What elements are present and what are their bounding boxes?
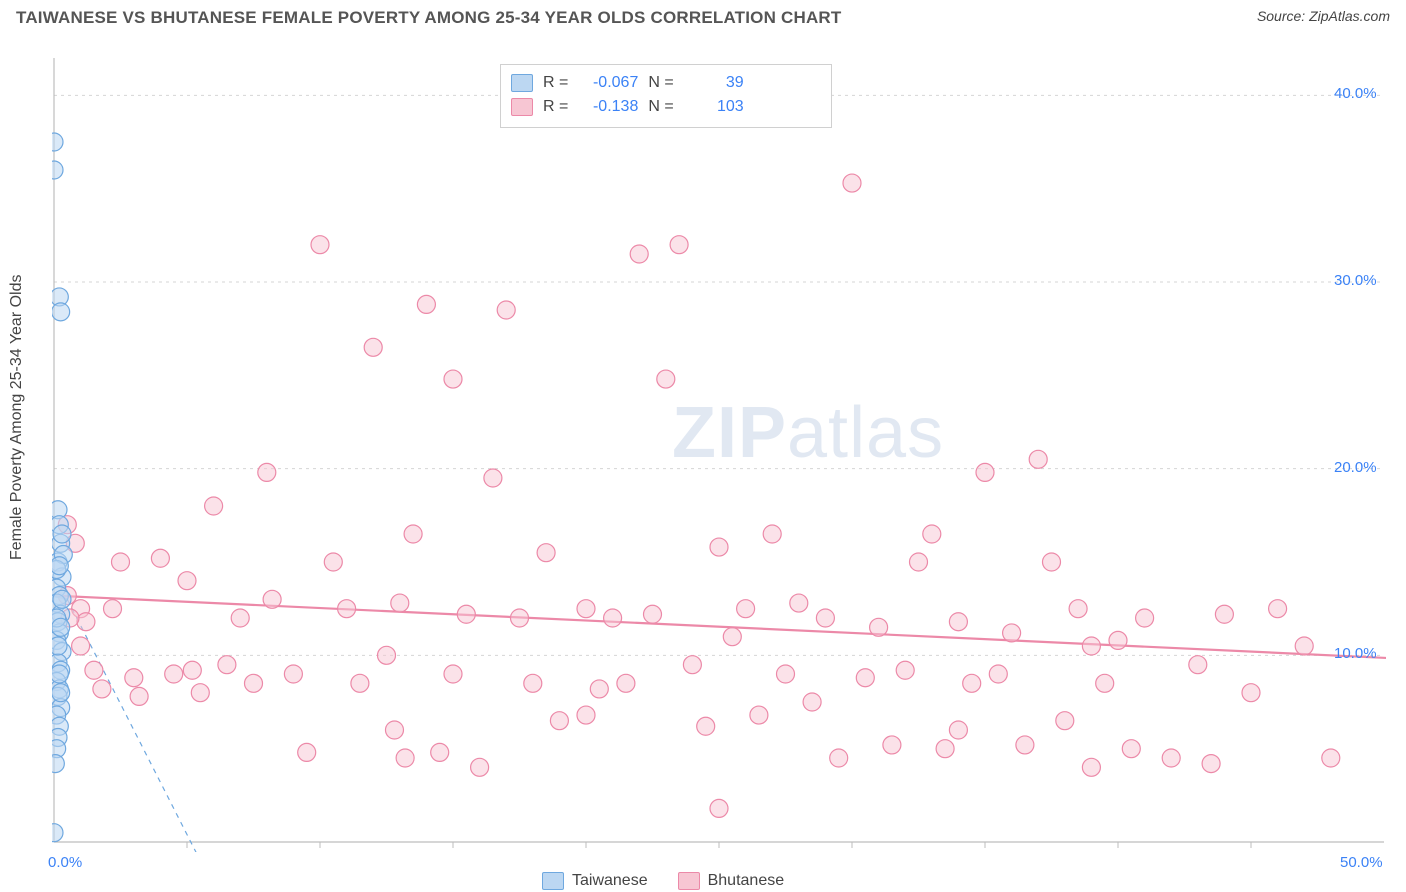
swatch-bottom-taiwanese	[542, 872, 564, 890]
n-label-1: N =	[648, 95, 673, 119]
x-axis-tick-label-1: 50.0%	[1340, 854, 1383, 871]
n-value-1: 103	[684, 95, 744, 119]
y-axis-tick-label-0: 10.0%	[1334, 645, 1377, 662]
y-axis-tick-label-2: 30.0%	[1334, 272, 1377, 289]
legend-label-taiwanese: Taiwanese	[572, 872, 648, 890]
chart-svg	[52, 52, 1386, 852]
swatch-taiwanese	[511, 74, 533, 92]
legend-stats: R = -0.067 N = 39 R = -0.138 N = 103	[500, 64, 832, 128]
legend-item-bhutanese: Bhutanese	[678, 872, 785, 890]
r-value-0: -0.067	[578, 71, 638, 95]
y-axis-tick-label-3: 40.0%	[1334, 85, 1377, 102]
r-value-1: -0.138	[578, 95, 638, 119]
chart-title: TAIWANESE VS BHUTANESE FEMALE POVERTY AM…	[16, 8, 842, 28]
y-axis-label: Female Poverty Among 25-34 Year Olds	[8, 275, 26, 561]
legend-label-bhutanese: Bhutanese	[708, 872, 785, 890]
legend-stats-row-1: R = -0.138 N = 103	[511, 95, 821, 119]
swatch-bhutanese	[511, 98, 533, 116]
r-label-0: R =	[543, 71, 568, 95]
chart-source: Source: ZipAtlas.com	[1257, 8, 1390, 24]
legend-series: Taiwanese Bhutanese	[542, 872, 784, 890]
r-label-1: R =	[543, 95, 568, 119]
n-label-0: N =	[648, 71, 673, 95]
legend-item-taiwanese: Taiwanese	[542, 872, 648, 890]
y-axis-tick-label-1: 20.0%	[1334, 459, 1377, 476]
n-value-0: 39	[684, 71, 744, 95]
swatch-bottom-bhutanese	[678, 872, 700, 890]
scatter-plot: ZIPatlas R = -0.067 N = 39 R = -0.138 N …	[52, 52, 1386, 852]
chart-header: TAIWANESE VS BHUTANESE FEMALE POVERTY AM…	[16, 8, 1390, 36]
legend-stats-row-0: R = -0.067 N = 39	[511, 71, 821, 95]
x-axis-tick-label-0: 0.0%	[48, 854, 82, 871]
